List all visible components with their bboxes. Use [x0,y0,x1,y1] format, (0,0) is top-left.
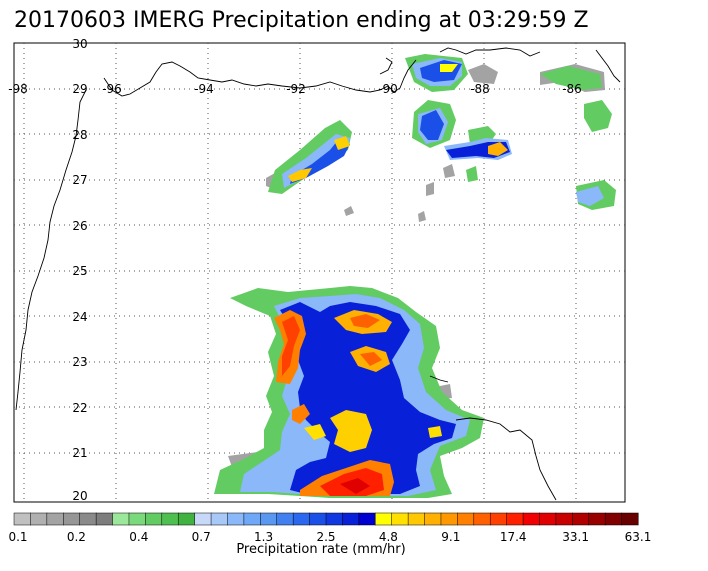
colorbar-cell [112,512,130,526]
colorbar-tick-label: 9.1 [441,530,460,544]
lon-label: -86 [562,82,582,96]
colorbar-cell [161,512,179,526]
colorbar-cell [13,512,31,526]
colorbar-cell [210,512,229,526]
colorbar-cell [506,512,524,526]
lon-label: -98 [8,82,28,96]
colorbar-tick-label: 0.4 [129,530,148,544]
colorbar-cell [292,512,311,526]
lat-label: 20 [72,489,87,503]
lon-label: -90 [378,82,398,96]
colorbar-tick-label: 2.5 [316,530,335,544]
colorbar-cell [572,512,590,526]
longitude-labels: -98 -96 -94 -92 -90 -88 -86 [8,82,582,96]
colorbar-tick-label: 4.8 [379,530,398,544]
colorbar-cell [375,512,393,526]
colorbar-cell [407,512,426,526]
lat-label: 22 [72,401,87,415]
lon-label: -92 [286,82,306,96]
colorbar-cell [358,512,376,526]
colorbar-cell [128,512,146,526]
colorbar-cell [424,512,442,526]
lat-label: 21 [72,446,87,460]
colorbar-cell [342,512,360,526]
colorbar-cell [539,512,557,526]
precipitation-areas [214,54,616,498]
lat-label: 24 [72,310,87,324]
colorbar-cell [46,512,64,526]
colorbar-cell [457,512,475,526]
colorbar-cell [522,512,541,526]
colorbar-cell [145,512,163,526]
latitude-labels: 30 29 28 27 26 25 24 23 22 21 20 [72,37,87,503]
map-title: 20170603 IMERG Precipitation ending at 0… [14,8,589,33]
colorbar-cell [227,512,245,526]
colorbar-cell [473,512,491,526]
colorbar-cell [391,512,409,526]
lat-label: 30 [72,37,87,51]
colorbar-tick-label: 17.4 [500,530,527,544]
colorbar-cell [30,512,48,526]
colorbar-cell [555,512,573,526]
colorbar-cell [440,512,458,526]
colorbar-cell [588,512,606,526]
colorbar-cell [243,512,261,526]
lat-label: 26 [72,219,87,233]
lon-label: -96 [102,82,122,96]
lon-label: -94 [194,82,214,96]
colorbar-cells [13,512,639,526]
lat-label: 27 [72,173,87,187]
colorbar: 0.1 0.2 0.4 0.7 1.3 2.5 4.8 9.1 17.4 33.1 63.1 Pre… [8,512,651,557]
colorbar-cell [260,512,278,526]
lon-label: -88 [470,82,490,96]
lat-label: 29 [72,82,87,96]
lat-label: 28 [72,128,87,142]
colorbar-cell [276,512,294,526]
colorbar-title: Precipitation rate (mm/hr) [236,542,405,557]
colorbar-tick-label: 1.3 [254,530,273,544]
lat-label: 25 [72,264,87,278]
colorbar-cell [177,512,196,526]
colorbar-cell [79,512,97,526]
colorbar-tick-label: 0.2 [67,530,86,544]
colorbar-cell [325,512,343,526]
colorbar-cell [621,512,639,526]
colorbar-cell [604,512,623,526]
lat-label: 23 [72,355,87,369]
colorbar-tick-label: 33.1 [562,530,589,544]
colorbar-tick-labels: 0.1 0.2 0.4 0.7 1.3 2.5 4.8 9.1 17.4 33.1 63.1 [8,530,651,544]
colorbar-tick-label: 0.1 [8,530,27,544]
colorbar-cell [63,512,81,526]
colorbar-cell [95,512,114,526]
colorbar-cell [194,512,212,526]
colorbar-cell [489,512,508,526]
colorbar-cell [309,512,327,526]
colorbar-tick-label: 63.1 [625,530,652,544]
coastline [15,47,621,501]
colorbar-tick-label: 0.7 [192,530,211,544]
